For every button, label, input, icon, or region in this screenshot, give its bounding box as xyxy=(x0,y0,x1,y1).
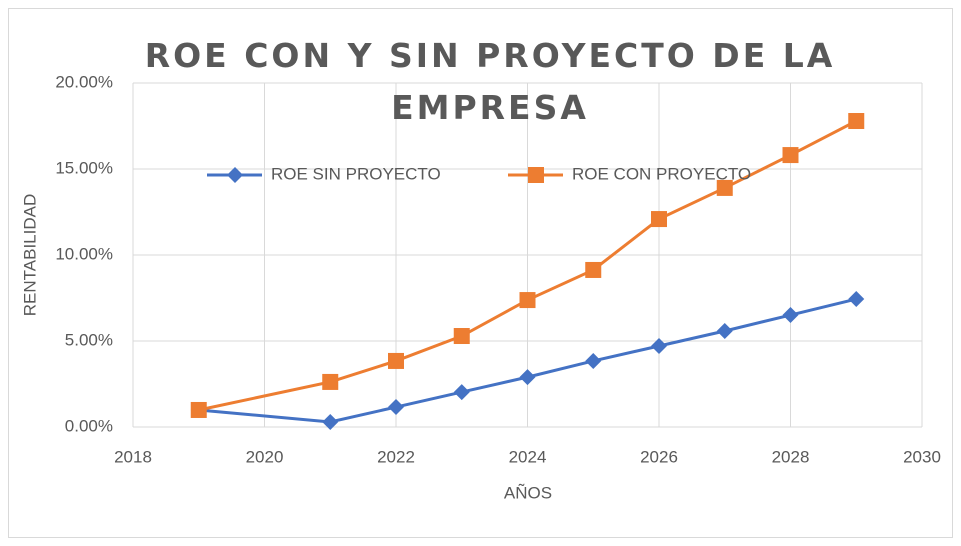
x-tick-label: 2028 xyxy=(772,447,810,466)
data-line xyxy=(198,119,857,412)
data-point xyxy=(651,211,667,228)
data-point xyxy=(782,147,799,164)
x-tick-label: 2024 xyxy=(509,447,547,466)
data-point xyxy=(388,352,404,369)
legend-marker xyxy=(528,167,544,183)
data-point xyxy=(651,337,667,354)
data-point xyxy=(190,401,207,418)
data-point xyxy=(585,352,602,369)
data-point xyxy=(585,261,602,278)
x-tick-label: 2022 xyxy=(377,447,415,466)
data-point xyxy=(322,414,339,431)
data-point xyxy=(519,369,536,386)
x-tick-label: 2020 xyxy=(246,447,284,466)
data-point xyxy=(848,113,865,130)
chart-title: ROE CON Y SIN PROYECTO DE LA EMPRESA xyxy=(144,36,836,127)
data-point xyxy=(716,323,733,340)
data-point xyxy=(388,399,404,416)
y-tick-label: 0.00% xyxy=(65,416,113,435)
x-axis-label: AÑOS xyxy=(504,483,552,502)
x-tick-label: 2030 xyxy=(903,447,941,466)
chart-border xyxy=(8,8,953,538)
data-line xyxy=(198,297,857,424)
data-point xyxy=(453,384,470,401)
y-tick-label: 10.00% xyxy=(55,244,113,263)
data-point xyxy=(453,328,470,345)
x-tick-label: 2026 xyxy=(640,447,678,466)
y-axis-label: RENTABILIDAD xyxy=(20,194,39,317)
legend-label: ROE CON PROYECTO xyxy=(572,164,751,183)
legend-marker xyxy=(227,167,243,183)
y-tick-label: 5.00% xyxy=(65,330,113,349)
legend-label: ROE SIN PROYECTO xyxy=(271,164,441,183)
y-tick-label: 15.00% xyxy=(55,158,113,177)
data-point xyxy=(519,292,536,309)
data-point xyxy=(322,373,339,390)
data-point xyxy=(782,307,799,324)
data-point xyxy=(716,179,733,196)
data-point xyxy=(848,291,865,308)
y-tick-label: 20.00% xyxy=(55,72,113,91)
x-tick-label: 2018 xyxy=(114,447,152,466)
